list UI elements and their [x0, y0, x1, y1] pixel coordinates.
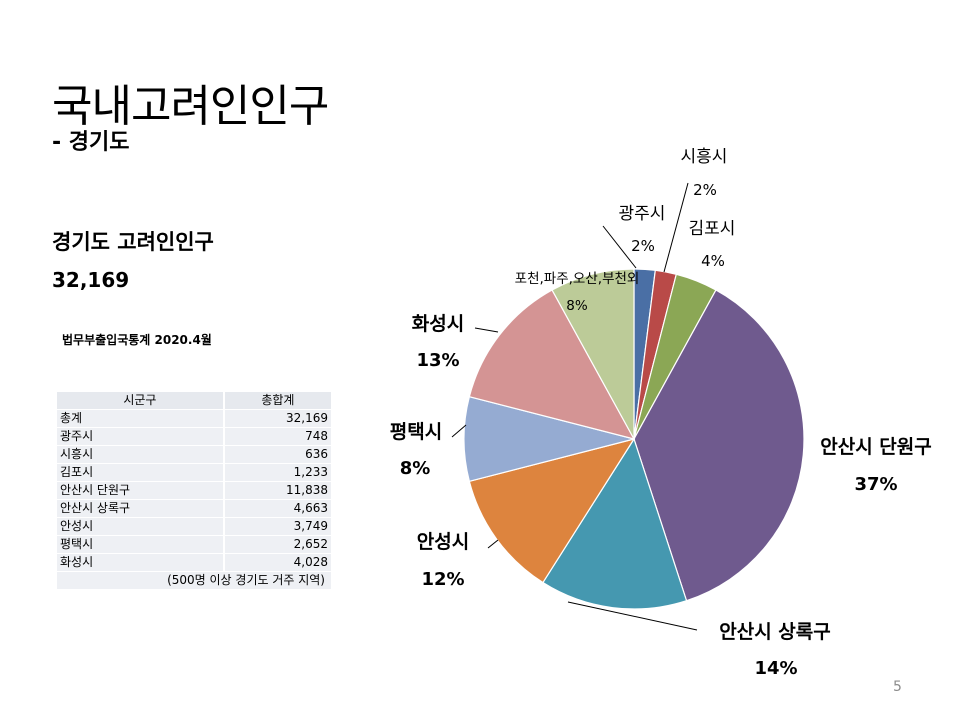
table-row: 안성시 3,749	[57, 517, 334, 536]
table-row: 평택시 2,652	[57, 535, 334, 554]
slice-percent-hwaseong: 13%	[416, 350, 459, 371]
table-header-row: 시군구 총합계	[57, 392, 334, 410]
table-cell-value: 11,838	[223, 481, 334, 500]
slice-percent-pyeongtaek: 8%	[400, 458, 431, 479]
total-population-value: 32,169	[52, 268, 130, 292]
table-header-region: 시군구	[57, 392, 225, 410]
slice-percent-anseong: 12%	[421, 569, 464, 590]
slice-label-gwangju: 광주시	[619, 204, 666, 224]
leader-line-hwaseong	[474, 327, 499, 333]
table-row: 안산시 상록구 4,663	[57, 499, 334, 518]
slice-label-ansan-danwon: 안산시 단원구	[820, 436, 932, 458]
table-note: (500명 이상 경기도 거주 지역)	[57, 571, 333, 590]
table-row: 시흥시 636	[57, 445, 334, 464]
slice-percent-ansan-danwon: 37%	[854, 474, 897, 495]
leader-line-pyeongtaek	[451, 424, 467, 438]
pie-slice-ansan-sangnok	[542, 437, 688, 610]
table-row: 안산시 단원구 11,838	[57, 481, 334, 500]
slice-percent-gwangju: 2%	[631, 237, 655, 255]
table-cell-value: 3,749	[223, 517, 334, 536]
table-row: 광주시 748	[57, 427, 334, 446]
table-cell-region: 광주시	[57, 427, 225, 446]
table-cell-region: 안산시 단원구	[57, 481, 225, 500]
table-cell-value: 2,652	[223, 535, 334, 554]
total-population-label: 경기도 고려인인구	[52, 230, 214, 254]
table-cell-region: 김포시	[57, 463, 225, 482]
pie-slice-anseong	[468, 438, 636, 584]
leader-line-siheung	[663, 182, 689, 273]
slice-label-pyeongtaek: 평택시	[390, 421, 442, 443]
slice-label-others: 포천,파주,오산,부천외	[515, 271, 640, 287]
slice-percent-gimpo: 4%	[701, 252, 725, 270]
slice-label-ansan-sangnok: 안산시 상록구	[719, 621, 831, 643]
table-cell-region: 평택시	[57, 535, 225, 554]
table-cell-value: 636	[223, 445, 334, 464]
table-cell-region: 시흥시	[57, 445, 225, 464]
table-row: 화성시 4,028	[57, 553, 334, 572]
slice-percent-siheung: 2%	[693, 181, 717, 199]
table-cell-region: 총계	[57, 409, 225, 428]
pie-slice-others	[551, 268, 635, 440]
table-cell-value: 4,028	[223, 553, 334, 572]
leader-line-gwangju	[602, 225, 637, 269]
slice-label-anseong: 안성시	[417, 531, 469, 553]
slice-label-hwaseong: 화성시	[412, 313, 464, 335]
leader-line-anseong	[487, 539, 499, 549]
pie-slice-ansan-danwon	[633, 289, 805, 602]
table-row: 김포시 1,233	[57, 463, 334, 482]
table-cell-value: 32,169	[223, 409, 334, 428]
table-header-total: 총합계	[223, 392, 334, 410]
table-cell-region: 화성시	[57, 553, 225, 572]
table-cell-value: 748	[223, 427, 334, 446]
slice-label-siheung: 시흥시	[681, 147, 728, 167]
table-cell-value: 1,233	[223, 463, 334, 482]
slide-subtitle: - 경기도	[52, 130, 130, 155]
population-table: 시군구 총합계 총계 32,169 광주시 748 시흥시 636 김포시 1,233 …	[57, 392, 334, 590]
slice-percent-others: 8%	[566, 298, 588, 314]
page-number: 5	[893, 679, 902, 695]
data-source-note: 법무부출입국통계 2020.4월	[62, 333, 212, 347]
table-note-row: (500명 이상 경기도 거주 지역)	[57, 571, 333, 590]
slice-percent-ansan-sangnok: 14%	[754, 658, 797, 679]
leader-line-ansan-sangnok	[567, 601, 698, 631]
slice-label-gimpo: 김포시	[689, 219, 736, 239]
slide-title: 국내고려인인구	[52, 81, 329, 132]
table-cell-region: 안산시 상록구	[57, 499, 225, 518]
table-row: 총계 32,169	[57, 409, 334, 428]
table-cell-value: 4,663	[223, 499, 334, 518]
table-cell-region: 안성시	[57, 517, 225, 536]
pie-slice-hwaseong	[468, 289, 636, 440]
